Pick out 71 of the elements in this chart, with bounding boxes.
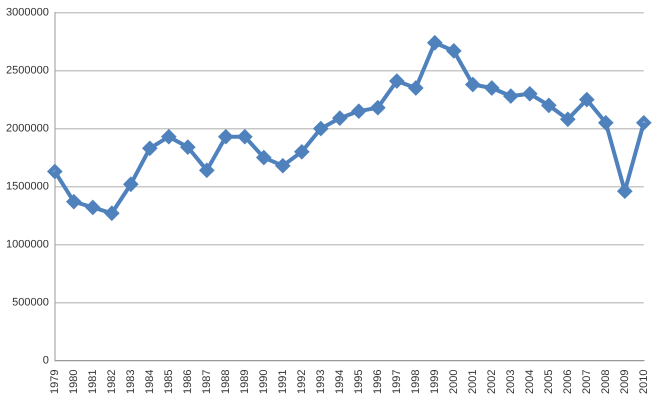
x-tick-label: 2004 (524, 370, 536, 394)
y-tick-label: 500000 (12, 296, 49, 309)
x-tick-label: 1994 (334, 370, 346, 394)
x-tick-label: 2002 (486, 370, 498, 394)
point (522, 86, 537, 101)
y-tick-label: 0 (42, 354, 49, 367)
point (598, 116, 613, 130)
point (580, 92, 594, 107)
x-tick-label: 1990 (258, 370, 270, 394)
x-tick-label: 1991 (276, 370, 289, 394)
x-tick-label: 2010 (638, 370, 650, 394)
x-tick-label: 1987 (200, 370, 213, 394)
point (314, 122, 328, 136)
x-tick-label: 1985 (162, 370, 175, 394)
point (390, 74, 404, 88)
point (618, 184, 632, 198)
y-tick-label: 2500000 (6, 64, 49, 77)
point (124, 177, 138, 192)
x-tick-label: 2005 (542, 370, 555, 394)
y-tick-label: 2000000 (6, 122, 49, 135)
y-tick-label: 3000000 (6, 6, 49, 19)
point (370, 100, 385, 115)
point (104, 206, 119, 220)
point (218, 130, 233, 144)
x-tick-label: 1983 (124, 370, 137, 394)
point (446, 44, 461, 58)
x-tick-label: 1980 (68, 370, 80, 394)
point (180, 140, 195, 154)
x-tick-label: 1996 (372, 370, 384, 394)
point (466, 78, 480, 92)
x-tick-label: 1998 (410, 370, 422, 394)
point (162, 130, 176, 144)
point (294, 144, 309, 159)
x-tick-label: 1988 (220, 370, 232, 394)
x-tick-label: 1999 (428, 370, 441, 394)
point (636, 116, 651, 130)
x-tick-label: 1997 (390, 370, 403, 394)
x-tick-label: 1984 (144, 370, 156, 394)
point (332, 111, 347, 126)
x-tick-label: 1986 (182, 370, 194, 394)
point (504, 89, 518, 104)
point (200, 163, 214, 178)
point (86, 200, 100, 214)
point (238, 130, 252, 144)
x-tick-label: 2009 (618, 370, 631, 394)
x-tick-label: 2003 (504, 370, 517, 394)
point (142, 141, 157, 156)
x-tick-label: 1995 (352, 370, 365, 394)
point (408, 80, 423, 95)
x-tick-label: 1993 (314, 370, 327, 394)
x-tick-label: 1982 (106, 370, 118, 394)
x-tick-label: 1979 (48, 370, 61, 394)
x-tick-label: 1981 (86, 370, 99, 394)
x-tick-label: 2001 (466, 370, 479, 394)
x-tick-label: 2000 (448, 370, 460, 394)
point (352, 104, 366, 118)
point (256, 150, 271, 165)
point (276, 158, 290, 173)
point (48, 164, 62, 178)
x-tick-label: 1989 (238, 370, 251, 394)
x-tick-label: 2006 (562, 370, 574, 394)
x-tick-label: 2008 (600, 370, 612, 394)
point (66, 194, 81, 209)
x-tick-label: 1992 (296, 370, 308, 394)
point (428, 36, 442, 50)
point (484, 80, 499, 95)
y-tick-label: 1000000 (6, 238, 49, 251)
point (560, 112, 575, 126)
x-tick-label: 2007 (580, 370, 593, 394)
point (542, 98, 556, 112)
y-tick-label: 1500000 (6, 180, 49, 193)
